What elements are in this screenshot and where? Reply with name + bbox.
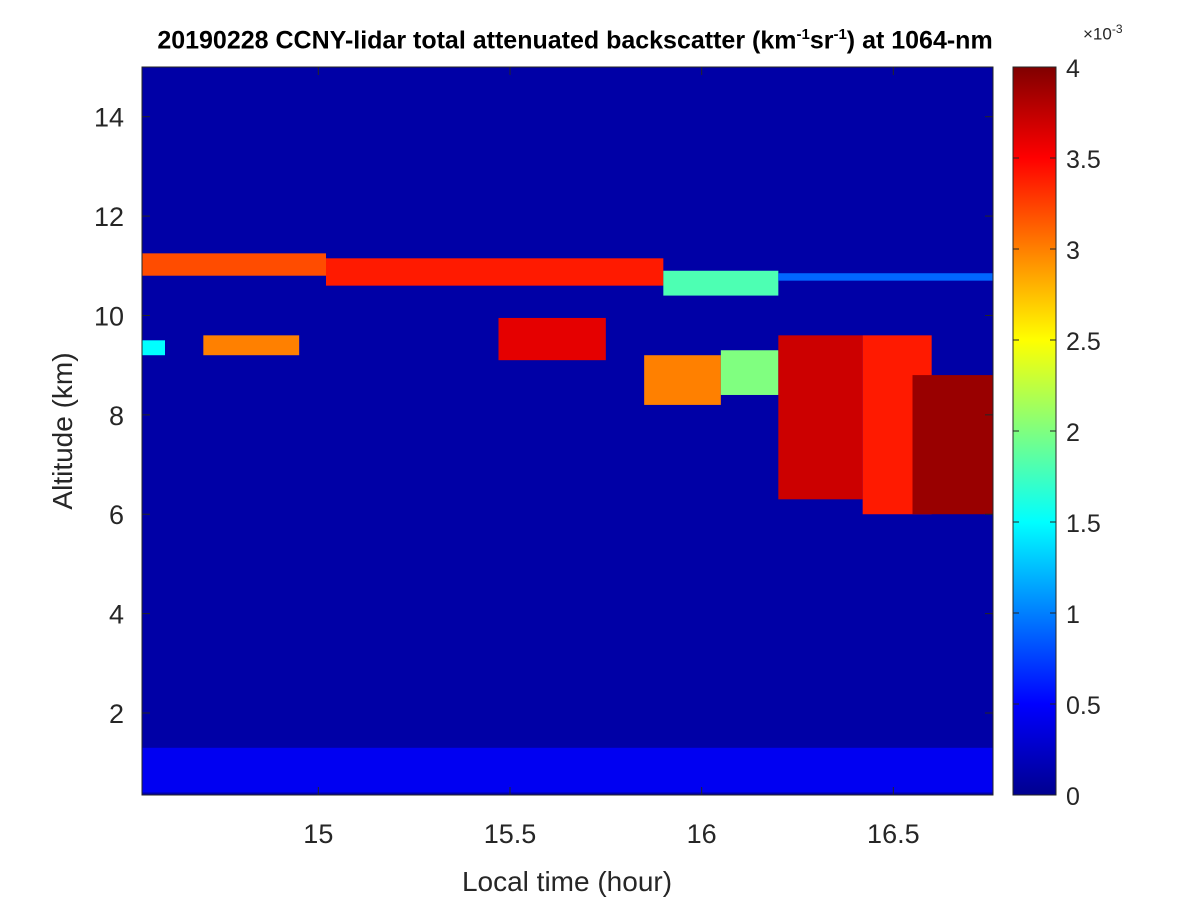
title-suffix: ) at 1064-nm <box>846 26 993 55</box>
y-tick-label: 14 <box>94 103 124 133</box>
colorbar-tick-label: 2.5 <box>1066 328 1101 356</box>
heatmap-layer <box>142 67 993 795</box>
cloud-region-12 <box>912 375 993 515</box>
x-tick-label: 15 <box>303 819 333 849</box>
cloud-region-5 <box>142 340 165 356</box>
x-tick-label: 16 <box>687 819 717 849</box>
y-tick-label: 10 <box>94 301 124 331</box>
colorbar: 0 0.5 1 1.5 2 2.5 3 3.5 4 <box>1012 55 1101 811</box>
cloud-region-4 <box>778 273 993 281</box>
colorbar-tick-label: 4 <box>1066 55 1080 83</box>
title-superscript-1: -1 <box>796 26 810 43</box>
cloud-region-1 <box>142 253 326 276</box>
colorbar-tick-label: 0.5 <box>1066 692 1101 720</box>
y-tick-label: 8 <box>109 401 124 431</box>
y-tick-label: 2 <box>109 699 124 729</box>
colorbar-tick-label: 3.5 <box>1066 146 1101 174</box>
cloud-region-7 <box>498 317 606 361</box>
colorbar-exponent-power: -3 <box>1111 22 1123 36</box>
x-axis: 15 15.5 16 16.5 <box>303 67 920 849</box>
boundary-layer-region-0 <box>142 747 993 793</box>
colorbar-gradient <box>1012 66 1057 796</box>
x-tick-label: 15.5 <box>484 819 537 849</box>
x-tick-label: 16.5 <box>867 819 920 849</box>
title-superscript-2: -1 <box>833 26 847 43</box>
title-mid: sr <box>809 26 834 55</box>
colorbar-tick-label: 1 <box>1066 601 1080 629</box>
y-tick-label: 6 <box>109 500 124 530</box>
cloud-region-10 <box>778 335 863 500</box>
cloud-region-8 <box>644 355 721 405</box>
colorbar-tick-label: 3 <box>1066 237 1080 265</box>
plot-border <box>141 66 994 796</box>
x-axis-label: Local time (hour) <box>462 866 672 897</box>
cloud-region-9 <box>720 350 779 395</box>
colorbar-tick-label: 0 <box>1066 783 1080 811</box>
y-tick-label: 4 <box>109 600 124 630</box>
colorbar-tick-label: 1.5 <box>1066 510 1101 538</box>
title-prefix: 20190228 CCNY-lidar total attenuated bac… <box>157 26 797 55</box>
cloud-region-3 <box>663 270 779 296</box>
cloud-region-6 <box>203 335 300 356</box>
y-axis-label: Altitude (km) <box>47 352 78 509</box>
colorbar-exponent-base: ×10 <box>1083 24 1112 44</box>
plot-frame <box>141 66 994 796</box>
chart-title: 20190228 CCNY-lidar total attenuated bac… <box>0 26 1150 55</box>
colorbar-tick-label: 2 <box>1066 419 1080 447</box>
y-tick-label: 12 <box>94 202 124 232</box>
y-axis: 2 4 6 8 10 12 14 <box>94 103 993 729</box>
colorbar-exponent: ×10-3 <box>1083 22 1123 45</box>
cloud-region-2 <box>326 258 664 286</box>
